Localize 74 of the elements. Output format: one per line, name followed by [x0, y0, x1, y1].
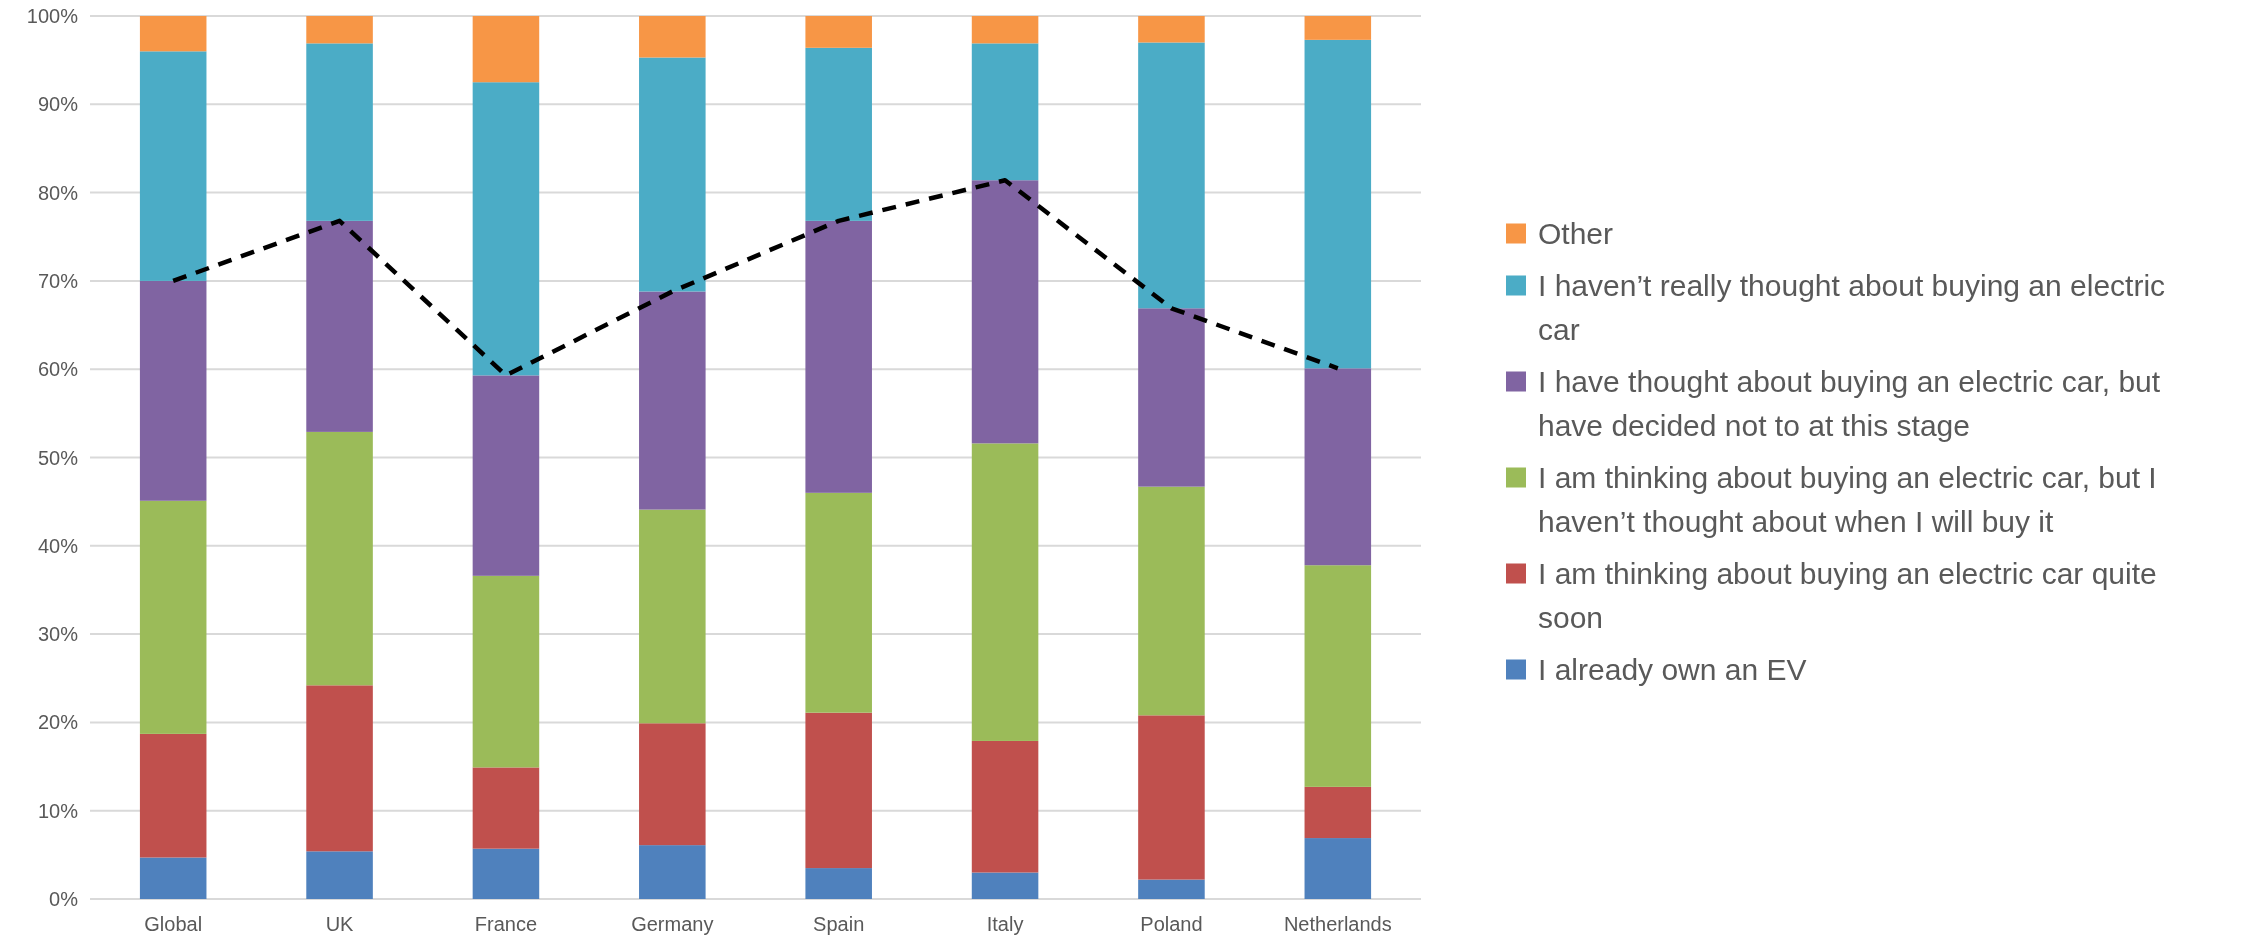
- x-tick-label: Netherlands: [1283, 913, 1392, 935]
- bar: [639, 291, 706, 510]
- bar: [306, 220, 373, 432]
- y-tick-label: 10%: [37, 799, 79, 822]
- bar: [306, 851, 373, 899]
- bar: [139, 733, 207, 858]
- bar: [971, 180, 1039, 444]
- x-tick-label: Germany: [631, 913, 714, 935]
- x-tick-label: Poland: [1140, 913, 1203, 935]
- bar: [971, 872, 1039, 899]
- bar: [805, 220, 872, 493]
- legend-label: I already own an EV: [1538, 652, 1807, 686]
- bar: [805, 868, 872, 899]
- bar: [139, 280, 207, 501]
- bar: [639, 16, 706, 58]
- bar: [1304, 16, 1372, 40]
- bar: [971, 740, 1039, 873]
- bar: [472, 375, 540, 576]
- bar: [639, 723, 706, 846]
- y-tick-label: 50%: [37, 446, 79, 469]
- bar: [472, 575, 540, 768]
- y-tick-label: 60%: [37, 358, 79, 381]
- bar: [805, 47, 872, 221]
- x-tick-label: Spain: [813, 913, 865, 935]
- y-tick-label: 0%: [49, 888, 79, 910]
- bar: [1304, 39, 1372, 369]
- bar: [139, 500, 207, 734]
- x-tick-label: France: [474, 913, 538, 935]
- bar: [472, 848, 540, 899]
- legend-label: I haven’t really thought about buying an electric car: [1538, 268, 2166, 346]
- y-tick-label: 70%: [37, 269, 79, 292]
- bar: [971, 43, 1039, 181]
- bar: [472, 767, 540, 849]
- bar: [306, 685, 373, 852]
- bar: [639, 57, 706, 292]
- y-tick-label: 30%: [37, 623, 79, 646]
- legend-label: I have thought about buying an electric car, but have decided not to at this stage: [1538, 364, 2161, 442]
- bar: [805, 16, 872, 48]
- bar: [805, 492, 872, 713]
- bar: [306, 431, 373, 686]
- bar: [971, 443, 1039, 741]
- bar: [139, 857, 207, 899]
- bar: [971, 16, 1039, 44]
- bar: [1304, 838, 1372, 899]
- bar: [139, 51, 207, 281]
- bar: [1304, 565, 1372, 787]
- y-tick-label: 40%: [37, 534, 79, 557]
- y-tick-label: 90%: [37, 93, 79, 116]
- bar: [1138, 42, 1205, 309]
- legend-label: I am thinking about buying an electric car, but I haven’t thought about when I will buy it: [1538, 460, 2157, 538]
- bar: [805, 712, 872, 869]
- y-tick-label: 100%: [26, 5, 79, 27]
- line-series: [170, 177, 1341, 378]
- x-tick-label: UK: [325, 913, 355, 935]
- bar: [139, 16, 207, 52]
- bar: [639, 509, 706, 724]
- bar: [1138, 486, 1205, 716]
- bar: [306, 43, 373, 221]
- bar: [472, 16, 540, 83]
- bar: [1138, 308, 1205, 487]
- y-tick-label: 80%: [37, 181, 79, 204]
- bar: [1138, 715, 1205, 880]
- bar: [639, 845, 706, 899]
- y-tick-label: 20%: [37, 711, 79, 734]
- legend-label: Other: [1538, 216, 1614, 250]
- legend-label: I am thinking about buying an electric car quite soon: [1538, 556, 2157, 634]
- bar: [1304, 368, 1372, 566]
- bar: [1138, 16, 1205, 43]
- bar: [1304, 786, 1372, 839]
- bar: [1138, 879, 1205, 899]
- x-tick-label: Italy: [986, 913, 1024, 935]
- bar: [472, 82, 540, 376]
- bar: [306, 16, 373, 44]
- x-tick-label: Global: [144, 913, 203, 935]
